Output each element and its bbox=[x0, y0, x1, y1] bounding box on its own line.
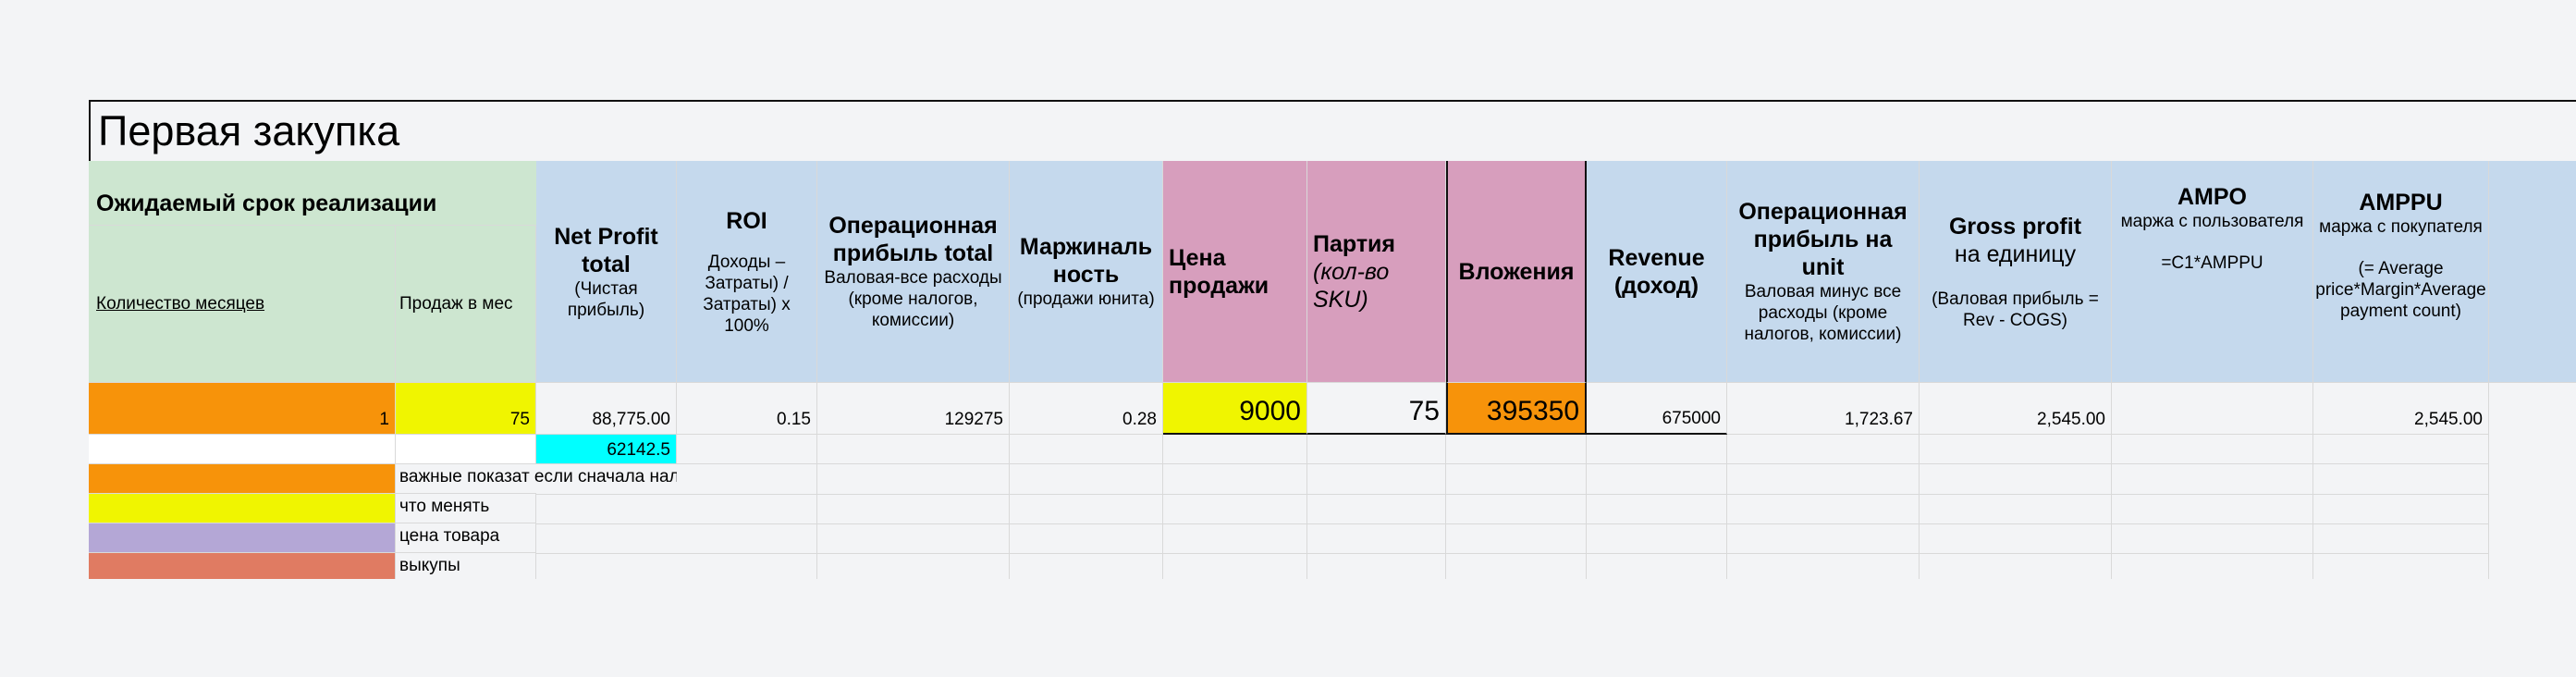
header-overflow bbox=[2489, 161, 2576, 383]
price-value[interactable]: 9000 bbox=[1163, 383, 1307, 435]
empty-cell[interactable] bbox=[1920, 435, 2112, 464]
empty-cell[interactable] bbox=[1307, 435, 1446, 464]
months-label: Количество месяцев bbox=[96, 294, 265, 314]
grid-column bbox=[677, 464, 817, 579]
op-unit-sub: Валовая минус все расходы (кроме налогов… bbox=[1744, 282, 1902, 344]
roi-header[interactable]: ROI Доходы – Затраты) / Затраты) х 100% bbox=[677, 161, 817, 383]
ampo-value[interactable] bbox=[2112, 383, 2313, 435]
legend-text-yellow[interactable]: что менять bbox=[396, 494, 536, 523]
empty-cell[interactable] bbox=[817, 435, 1010, 464]
legend-text-red[interactable]: выкупы bbox=[396, 553, 536, 579]
empty-cell[interactable] bbox=[1010, 435, 1163, 464]
grid-column bbox=[1920, 464, 2112, 579]
batch-title: Партия bbox=[1313, 230, 1396, 257]
months-header[interactable]: Количество месяцев bbox=[89, 226, 396, 383]
investment-value[interactable]: 395350 bbox=[1446, 383, 1587, 435]
grid-column bbox=[1307, 464, 1446, 579]
grid-line bbox=[536, 523, 2489, 524]
op-profit-value[interactable]: 129275 bbox=[817, 383, 1010, 435]
gross-profit-header[interactable]: Gross profit на единицу (Валовая прибыль… bbox=[1920, 161, 2112, 383]
grid-column bbox=[1010, 464, 1163, 579]
marginality-header[interactable]: Маржиналь ность (продажи юнита) bbox=[1010, 161, 1163, 383]
empty-cell[interactable] bbox=[1587, 435, 1727, 464]
roi-title: ROI bbox=[726, 207, 767, 234]
realization-group-label: Ожидаемый срок реализации bbox=[96, 191, 437, 216]
price-header[interactable]: Цена продажи bbox=[1163, 161, 1307, 383]
op-profit-title: Операционная прибыль total bbox=[828, 213, 998, 266]
empty-cell[interactable] bbox=[89, 435, 396, 464]
op-unit-value[interactable]: 1,723.67 bbox=[1727, 383, 1920, 435]
investment-title: Вложения bbox=[1458, 258, 1575, 285]
legend-swatch-yellow[interactable] bbox=[89, 494, 396, 523]
months-value[interactable]: 1 bbox=[89, 383, 396, 435]
amppu-header[interactable]: AMPPU маржа с покупателя (= Average pric… bbox=[2313, 161, 2489, 383]
legend-swatch-purple[interactable] bbox=[89, 523, 396, 553]
grid-line bbox=[536, 553, 2489, 554]
price-title: Цена продажи bbox=[1169, 244, 1270, 299]
roi-sub: Доходы – Затраты) / Затраты) х 100% bbox=[703, 252, 791, 336]
ampo-sub1: маржа с пользователя bbox=[2120, 212, 2304, 231]
marginality-title: Маржиналь ность bbox=[1019, 234, 1153, 288]
net-profit-header[interactable]: Net Profit total (Чистая прибыль) bbox=[536, 161, 677, 383]
ampo-header[interactable]: AMPO маржа с пользователя =C1*AMPPU bbox=[2112, 161, 2313, 383]
op-unit-header[interactable]: Операционная прибыль на unit Валовая мин… bbox=[1727, 161, 1920, 383]
grid-column bbox=[2313, 464, 2489, 579]
grid-column bbox=[2112, 464, 2313, 579]
batch-sub: (кол-во SKU) bbox=[1313, 258, 1390, 313]
sales-per-month-value[interactable]: 75 bbox=[396, 383, 536, 435]
net-profit-value[interactable]: 88,775.00 bbox=[536, 383, 677, 435]
amppu-title: AMPPU bbox=[2359, 190, 2443, 215]
empty-cell[interactable] bbox=[1163, 435, 1307, 464]
revenue-value[interactable]: 675000 bbox=[1587, 383, 1727, 435]
op-unit-title: Операционная прибыль на unit bbox=[1738, 199, 1907, 280]
batch-value[interactable]: 75 bbox=[1307, 383, 1446, 435]
realization-group-header[interactable]: Ожидаемый срок реализации bbox=[89, 161, 536, 226]
net-profit-title: Net Profit total bbox=[554, 223, 658, 277]
amppu-sub2: (= Average price*Margin*Average payment … bbox=[2315, 259, 2486, 321]
grid-column bbox=[817, 464, 1010, 579]
marginality-sub: (продажи юнита) bbox=[1017, 289, 1155, 309]
amppu-value[interactable]: 2,545.00 bbox=[2313, 383, 2489, 435]
grid-column bbox=[1587, 464, 1727, 579]
empty-cell[interactable] bbox=[396, 435, 536, 464]
op-profit-sub: Валовая-все расходы (кроме налогов, коми… bbox=[824, 268, 1002, 330]
sales-per-month-label: Продаж в мес bbox=[399, 294, 513, 314]
gross-sub2: (Валовая прибыль = Rev - COGS) bbox=[1932, 289, 2099, 330]
grid-column bbox=[1727, 464, 1920, 579]
grid-column bbox=[1446, 464, 1587, 579]
empty-cell[interactable] bbox=[677, 435, 817, 464]
sales-per-month-header[interactable]: Продаж в мес bbox=[396, 226, 536, 383]
amppu-sub1: маржа с покупателя bbox=[2319, 217, 2483, 237]
op-profit-header[interactable]: Операционная прибыль total Валовая-все р… bbox=[817, 161, 1010, 383]
batch-header[interactable]: Партия (кол-во SKU) bbox=[1307, 161, 1446, 383]
grid-column bbox=[1163, 464, 1307, 579]
roi-value[interactable]: 0.15 bbox=[677, 383, 817, 435]
legend-swatch-orange[interactable] bbox=[89, 464, 396, 494]
marginality-value[interactable]: 0.28 bbox=[1010, 383, 1163, 435]
gross-title: Gross profit bbox=[1948, 213, 2082, 240]
legend-text-orange[interactable]: важные показат если сначала налог, а пот… bbox=[396, 464, 1161, 494]
revenue-header[interactable]: Revenue (доход) bbox=[1587, 161, 1727, 383]
legend-text-purple[interactable]: цена товара bbox=[396, 523, 536, 553]
net-profit-after-commission-value[interactable]: 62142.5 bbox=[536, 435, 677, 464]
sheet-title[interactable]: Первая закупка bbox=[89, 100, 2576, 163]
grid-line bbox=[536, 494, 2489, 495]
empty-cell[interactable] bbox=[1727, 435, 1920, 464]
empty-cell[interactable] bbox=[1446, 435, 1587, 464]
gross-sub1: на единицу bbox=[1954, 240, 2077, 267]
ampo-title: AMPO bbox=[2177, 184, 2247, 210]
empty-cell[interactable] bbox=[2112, 435, 2313, 464]
empty-cell[interactable] bbox=[2313, 435, 2489, 464]
investment-header[interactable]: Вложения bbox=[1446, 161, 1587, 383]
net-profit-sub: (Чистая прибыль) bbox=[567, 278, 645, 320]
legend-swatch-red[interactable] bbox=[89, 553, 396, 579]
ampo-sub2: =C1*AMPPU bbox=[2161, 253, 2263, 273]
gross-profit-value[interactable]: 2,545.00 bbox=[1920, 383, 2112, 435]
revenue-title: Revenue (доход) bbox=[1608, 244, 1705, 299]
